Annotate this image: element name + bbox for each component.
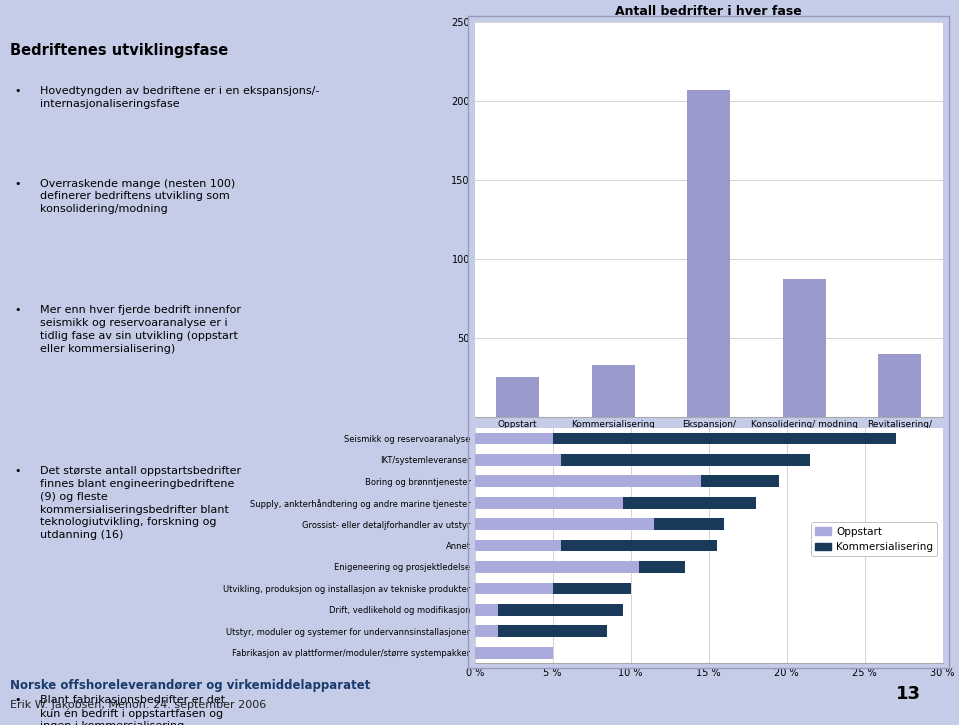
Bar [498, 626, 607, 637]
Bar [560, 454, 810, 465]
Bar [783, 279, 826, 417]
Bar [475, 626, 498, 637]
Bar [475, 582, 552, 594]
Bar [623, 497, 756, 509]
Text: •: • [14, 695, 20, 705]
Text: 13: 13 [896, 685, 921, 703]
Bar [498, 604, 623, 616]
Bar [552, 433, 896, 444]
Bar [475, 539, 560, 552]
Text: Hovedtyngden av bedriftene er i en ekspansjons/-
internasjonaliseringsfase: Hovedtyngden av bedriftene er i en ekspa… [40, 86, 320, 109]
Bar [475, 497, 623, 509]
Bar [560, 539, 716, 552]
Bar [592, 365, 635, 417]
Bar [701, 476, 779, 487]
Bar [878, 354, 922, 417]
Bar [475, 647, 552, 658]
Bar [639, 561, 686, 573]
Text: Bedriftenes utviklingsfase: Bedriftenes utviklingsfase [10, 44, 228, 59]
Bar [475, 433, 552, 444]
Bar [496, 378, 539, 417]
Bar [475, 604, 498, 616]
Bar [475, 476, 701, 487]
Bar [688, 90, 730, 417]
Text: •: • [14, 466, 20, 476]
Text: Overraskende mange (nesten 100)
definerer bedriftens utvikling som
konsolidering: Overraskende mange (nesten 100) definere… [40, 178, 236, 215]
Text: Blant fabrikasjonsbedrifter er det
kun én bedrift i oppstartfasen og
ingen i kom: Blant fabrikasjonsbedrifter er det kun é… [40, 695, 225, 725]
Bar [654, 518, 724, 530]
Legend: Oppstart, Kommersialisering: Oppstart, Kommersialisering [811, 523, 938, 556]
Text: •: • [14, 305, 20, 315]
Text: •: • [14, 86, 20, 96]
Bar [475, 561, 639, 573]
Text: Det største antall oppstartsbedrifter
finnes blant engineeringbedriftene
(9) og : Det største antall oppstartsbedrifter fi… [40, 466, 242, 540]
Text: •: • [14, 178, 20, 188]
Text: Mer enn hver fjerde bedrift innenfor
seismikk og reservoaranalyse er i
tidlig fa: Mer enn hver fjerde bedrift innenfor sei… [40, 305, 242, 354]
Text: Erik W. Jakobsen, Menon. 24. september 2006: Erik W. Jakobsen, Menon. 24. september 2… [10, 700, 266, 710]
Bar [475, 454, 560, 465]
Text: Norske offshoreleverandører og virkemiddelapparatet: Norske offshoreleverandører og virkemidd… [10, 679, 370, 692]
Bar [552, 582, 631, 594]
Title: Antall bedrifter i hver fase: Antall bedrifter i hver fase [616, 5, 802, 18]
Bar [475, 518, 654, 530]
